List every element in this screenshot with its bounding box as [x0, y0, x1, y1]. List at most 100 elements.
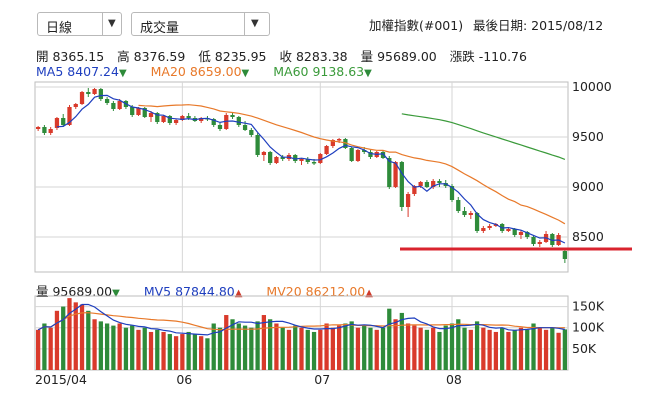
chevron-down-icon[interactable]: ▼: [251, 18, 259, 29]
volume-bar: [48, 327, 53, 370]
volume-bar: [525, 329, 530, 370]
volume-bar: [311, 331, 317, 370]
volume-bar: [286, 329, 292, 370]
open-value: 開 8365.15: [36, 49, 105, 64]
volume-bar: [255, 321, 260, 370]
volume-bar: [130, 325, 135, 370]
volume-bar: [543, 329, 549, 370]
candle-body: [512, 229, 517, 235]
candle-body: [349, 148, 354, 161]
last-date: 最後日期: 2015/08/12: [473, 18, 604, 33]
candle-body: [537, 242, 542, 244]
volume-bar: [211, 323, 216, 370]
candle-body: [249, 130, 254, 135]
mv5-legend: MV5 87844.80▲: [144, 284, 253, 299]
candle-body: [299, 159, 304, 161]
volume-bar: [531, 323, 536, 370]
down-triangle-icon: ▼: [364, 68, 372, 79]
price-tick-label: 9500: [572, 129, 604, 144]
volume-bar: [355, 327, 361, 370]
candle-body: [79, 92, 85, 104]
price-tick-label: 10000: [572, 79, 612, 94]
candle-body: [199, 118, 204, 121]
volume-bar: [500, 327, 505, 370]
period-select-value: 日線: [46, 21, 73, 36]
candle-body: [130, 107, 135, 115]
volume-tick-label: 150K: [572, 299, 605, 314]
volume-bar: [180, 334, 185, 370]
candle-body: [468, 213, 473, 215]
low-value: 低 8235.95: [198, 49, 267, 64]
volume-bar: [481, 327, 486, 370]
volume-bar: [123, 327, 129, 370]
candle-body: [173, 120, 179, 123]
volume-bar: [424, 329, 430, 370]
volume-bar: [155, 329, 160, 370]
close-value: 收 8283.38: [279, 49, 348, 64]
candle-body: [136, 108, 141, 115]
candle-body: [236, 117, 241, 125]
candle-body: [336, 139, 342, 141]
candle-body: [98, 89, 103, 99]
candle-body: [86, 92, 91, 94]
up-triangle-icon: ▲: [234, 288, 243, 299]
candle-body: [117, 101, 122, 109]
candle-body: [449, 186, 455, 200]
mv5-label: MV5 87844.80: [143, 284, 235, 299]
indicator-select[interactable]: 成交量 ▼: [131, 12, 270, 36]
candle-body: [418, 182, 423, 186]
candle-body: [217, 125, 223, 129]
ma20-line: [138, 104, 566, 225]
period-select[interactable]: 日線 ▼: [37, 12, 122, 36]
candle-body: [142, 108, 147, 117]
volume-bar: [61, 306, 66, 370]
candle-body: [48, 129, 53, 133]
candle-body: [393, 162, 398, 187]
volume-bar: [443, 325, 448, 370]
volume-bar: [324, 323, 329, 370]
volume-bar: [462, 327, 467, 370]
chevron-down-icon[interactable]: ▼: [108, 18, 116, 29]
vol-label: 量 95689.00: [36, 284, 113, 299]
volume-bar: [456, 319, 461, 370]
volume-bar: [98, 321, 103, 370]
candle-body: [424, 182, 430, 187]
volume-bar: [293, 325, 298, 370]
candle-body: [211, 119, 216, 125]
candle-body: [167, 116, 172, 123]
candle-body: [161, 116, 166, 122]
mv20-label: MV20 86212.00: [266, 284, 366, 299]
volume-bar: [368, 327, 373, 370]
volume-bar: [437, 331, 442, 370]
volume-bar: [205, 338, 210, 370]
volume-bar: [387, 308, 392, 370]
candle-body: [399, 162, 404, 207]
candle-body: [293, 155, 298, 161]
volume-bar: [418, 327, 423, 370]
volume-bar: [318, 329, 323, 370]
candle-body: [412, 186, 417, 194]
ma60-label: MA60 9138.63: [273, 64, 365, 79]
candle-body: [155, 113, 160, 122]
volume-bar: [280, 327, 285, 370]
volume-bar: [142, 327, 147, 370]
volume-bar: [412, 325, 417, 370]
volume-bar: [518, 327, 524, 370]
candle-body: [506, 229, 511, 231]
candle-body: [111, 103, 116, 109]
volume-bar: [167, 334, 172, 370]
volume-value: 量 95689.00: [360, 49, 437, 64]
candle-body: [180, 116, 185, 120]
candle-body: [343, 139, 348, 148]
volume-bar: [512, 329, 517, 370]
volume-bar: [199, 336, 204, 370]
candle-body: [36, 127, 41, 129]
candle-body: [456, 200, 461, 211]
volume-bar: [393, 319, 398, 370]
down-triangle-icon: ▼: [118, 68, 127, 79]
volume-bar: [54, 310, 60, 370]
volume-bar: [111, 325, 116, 370]
candle-body: [261, 152, 267, 155]
ohlc-info: 開 8365.15 高 8376.59 低 8235.95 收 8283.38 …: [36, 46, 536, 65]
